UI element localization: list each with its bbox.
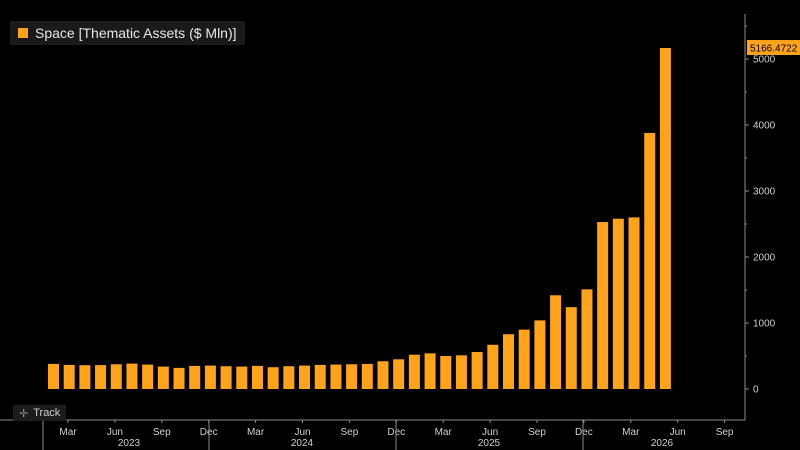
bar — [565, 307, 577, 389]
bar — [455, 355, 467, 389]
bar — [424, 353, 436, 389]
bar — [189, 365, 201, 389]
bar — [267, 367, 279, 389]
x-tick-label: Sep — [153, 427, 171, 438]
x-year-label: 2023 — [118, 438, 141, 449]
x-tick-label: Dec — [575, 427, 593, 438]
x-year-label: 2026 — [651, 438, 674, 449]
bar — [628, 217, 640, 389]
x-year-label: 2024 — [291, 438, 314, 449]
bar — [487, 344, 499, 389]
bar — [110, 364, 122, 389]
bar — [314, 364, 326, 389]
x-tick-label: Mar — [247, 427, 265, 438]
bar — [550, 295, 562, 389]
crosshair-icon: ✛ — [19, 407, 29, 420]
legend-swatch-icon — [18, 28, 28, 38]
bar — [534, 320, 546, 389]
x-tick-label: Sep — [528, 427, 546, 438]
bar — [63, 364, 75, 389]
bar — [440, 356, 452, 389]
x-tick-label: Sep — [341, 427, 359, 438]
bar — [377, 361, 389, 389]
track-label: Track — [33, 407, 61, 419]
x-year-label: 2025 — [478, 438, 501, 449]
x-tick-label: Jun — [670, 427, 686, 438]
bar — [346, 364, 358, 389]
bar — [644, 132, 656, 390]
bar — [299, 365, 311, 389]
y-tick-label: 4000 — [753, 121, 776, 132]
bar — [126, 363, 138, 389]
bar — [518, 329, 530, 389]
bar — [204, 365, 216, 389]
bar — [220, 366, 232, 389]
bar — [597, 222, 609, 389]
bar — [612, 218, 624, 389]
x-tick-label: Sep — [716, 427, 734, 438]
bar — [393, 359, 405, 389]
bar — [283, 366, 295, 389]
track-button[interactable]: ✛ Track — [13, 405, 67, 421]
x-tick-label: Mar — [435, 427, 453, 438]
x-tick-label: Jun — [294, 427, 310, 438]
y-tick-label: 3000 — [753, 187, 776, 198]
y-tick-label: 1000 — [753, 319, 776, 330]
bar — [157, 366, 169, 389]
bar — [173, 367, 185, 389]
x-tick-label: Jun — [107, 427, 123, 438]
last-value-label: 5166.4722 — [750, 44, 798, 55]
bar — [142, 364, 154, 389]
bar — [581, 289, 593, 389]
bar — [79, 365, 91, 389]
bar — [471, 352, 483, 389]
last-value-box — [747, 40, 800, 56]
bar — [236, 366, 248, 389]
bar — [251, 365, 263, 389]
y-tick-label: 5000 — [753, 55, 776, 66]
legend-label: Space [Thematic Assets ($ Mln)] — [35, 25, 237, 41]
y-tick-label: 0 — [753, 385, 759, 396]
bar — [408, 354, 420, 389]
x-tick-label: Jun — [482, 427, 498, 438]
legend[interactable]: Space [Thematic Assets ($ Mln)] — [10, 21, 245, 45]
bar — [503, 334, 515, 389]
x-tick-label: Mar — [59, 427, 77, 438]
bar — [330, 364, 342, 389]
x-tick-label: Mar — [622, 427, 640, 438]
y-tick-label: 2000 — [753, 253, 776, 264]
bar — [361, 363, 373, 389]
bar — [48, 363, 59, 389]
bar — [95, 365, 107, 389]
bar — [659, 48, 671, 389]
